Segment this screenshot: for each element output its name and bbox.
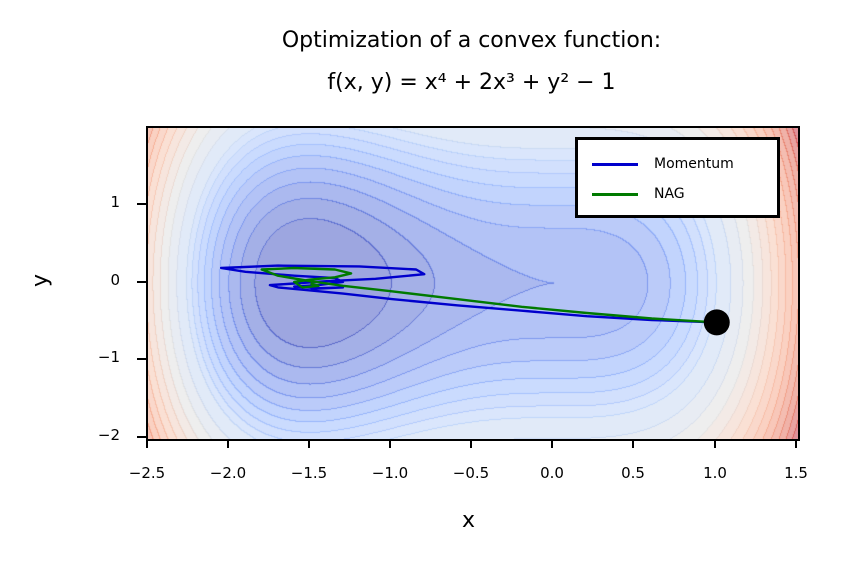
xtick-label: −2.0 (209, 464, 247, 482)
x-axis-label: x (462, 508, 476, 533)
xtick-mark (632, 439, 634, 448)
xtick-mark (227, 439, 229, 448)
start-point-marker (703, 309, 730, 336)
legend-label: Momentum (654, 156, 734, 172)
ytick-label: −2 (97, 426, 120, 444)
xtick-label: −1.5 (290, 464, 328, 482)
legend-item-nag: NAG (592, 183, 685, 205)
ytick-mark (137, 358, 146, 360)
xtick-label: −0.5 (452, 464, 490, 482)
legend-item-momentum: Momentum (592, 153, 734, 175)
chart-formula: f(x, y) = x⁴ + 2x³ + y² − 1 (327, 70, 616, 95)
xtick-label: −1.0 (371, 464, 409, 482)
xtick-mark (389, 439, 391, 448)
xtick-mark (308, 439, 310, 448)
ytick-label: −1 (97, 348, 120, 366)
xtick-mark (470, 439, 472, 448)
trajectories (219, 264, 730, 336)
xtick-label: 1.0 (703, 464, 727, 482)
ytick-label: 0 (110, 271, 120, 289)
nag-trajectory (260, 266, 717, 324)
xtick-mark (795, 439, 797, 448)
momentum-trajectory (219, 264, 717, 324)
legend-line-momentum (592, 162, 638, 166)
xtick-label: 0.0 (540, 464, 564, 482)
legend: Momentum NAG (575, 137, 780, 218)
chart-title: Optimization of a convex function: (281, 28, 662, 53)
xtick-label: −2.5 (128, 464, 166, 482)
xtick-label: 1.5 (784, 464, 808, 482)
xtick-mark (146, 439, 148, 448)
ytick-mark (137, 281, 146, 283)
xtick-mark (714, 439, 716, 448)
ytick-mark (137, 436, 146, 438)
legend-label: NAG (654, 186, 685, 202)
y-axis-label: y (28, 273, 54, 288)
ytick-label: 1 (110, 193, 120, 211)
legend-line-nag (592, 192, 638, 196)
ytick-mark (137, 203, 146, 205)
xtick-mark (551, 439, 553, 448)
xtick-label: 0.5 (621, 464, 645, 482)
